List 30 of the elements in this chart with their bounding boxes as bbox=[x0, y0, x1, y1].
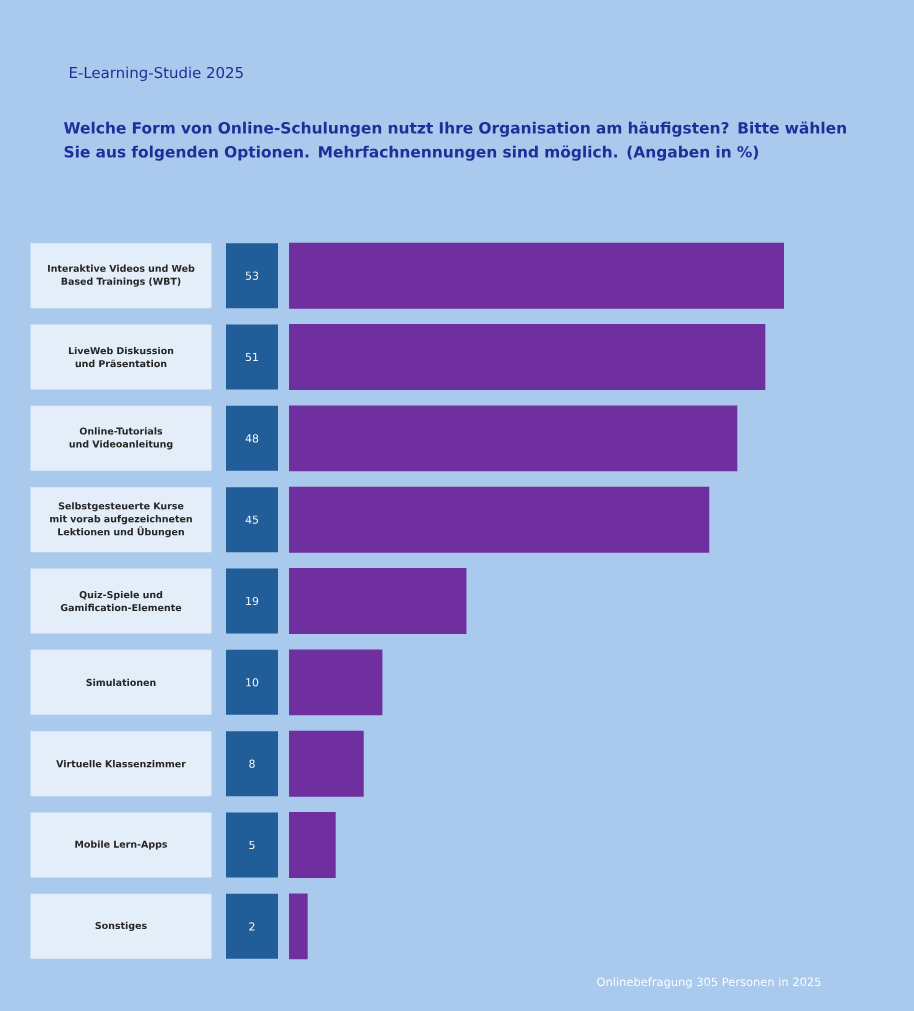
y-tick-label: Interaktive Videos und Web Based Trainings (WBT) bbox=[48, 264, 195, 287]
bar bbox=[289, 405, 738, 472]
data-label: 51 bbox=[245, 352, 258, 362]
data-label: 5 bbox=[249, 840, 255, 850]
chart-title: Welche Form von Online-Schulungen nutzt Ihre Organisation am häufigsten? Bitte wählen Sie aus folgenden Optionen. Mehrfachnennungen sind möglich. (Angaben in %) bbox=[63, 121, 846, 161]
bar bbox=[289, 649, 383, 716]
y-tick-label: LiveWeb Diskussion und Präsentation bbox=[68, 346, 174, 368]
bar bbox=[289, 568, 467, 634]
y-tick-label: Mobile Lern-Apps bbox=[75, 840, 168, 850]
bar bbox=[289, 730, 364, 797]
data-label: 8 bbox=[249, 759, 255, 768]
data-label: 53 bbox=[245, 271, 259, 280]
y-tick-label: Online-Tutorials und Videoanleitung bbox=[69, 427, 173, 450]
y-tick-label: Selbstgesteuerte Kurse mit vorab aufgezeichneten Lektionen und Übungen bbox=[50, 502, 192, 538]
data-label: 10 bbox=[246, 678, 259, 687]
bar bbox=[289, 893, 308, 960]
bar bbox=[289, 812, 336, 878]
text: Onlinebefragung 305 Personen in 2025 bbox=[597, 977, 821, 989]
data-label: 2 bbox=[249, 922, 255, 931]
data-label: 19 bbox=[246, 596, 259, 606]
text: E-Learning-Studie 2025 bbox=[69, 66, 243, 82]
bar bbox=[289, 242, 784, 309]
y-tick-label: Quiz-Spiele und Gamification-Elemente bbox=[60, 590, 182, 612]
bar bbox=[289, 324, 766, 390]
y-tick-label: Sonstiges bbox=[95, 921, 147, 931]
data-label: 48 bbox=[245, 434, 259, 443]
bar bbox=[289, 486, 710, 553]
y-tick-label: Simulationen bbox=[86, 678, 156, 687]
y-tick-label: Virtuelle Klassenzimmer bbox=[56, 760, 186, 768]
data-label: 45 bbox=[245, 515, 259, 524]
